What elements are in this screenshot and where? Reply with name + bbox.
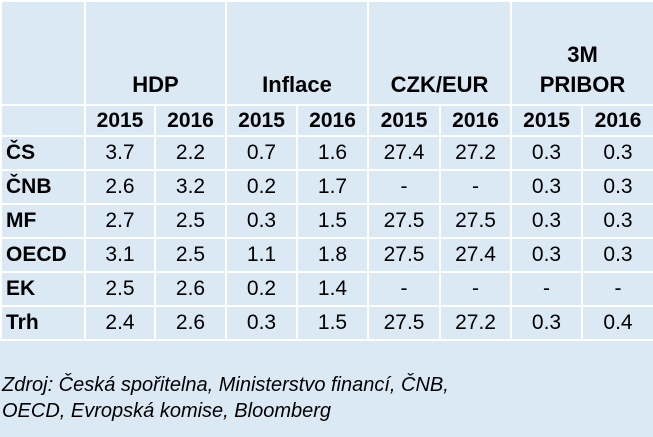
row-label: MF — [0, 203, 86, 239]
table-cell: 0.4 — [581, 305, 653, 341]
table-cell: 3.2 — [153, 169, 228, 205]
table-row-cnb: ČNB 2.6 3.2 0.2 1.7 - - 0.3 0.3 — [0, 169, 653, 205]
table-cell: 27.2 — [439, 305, 513, 341]
row-label: EK — [0, 271, 86, 307]
row-label: ČNB — [0, 169, 86, 205]
table-cell: 27.5 — [439, 203, 513, 239]
year-header: 2016 — [439, 104, 513, 137]
table-cell: 2.6 — [153, 271, 228, 307]
table-cell: 2.6 — [84, 169, 156, 205]
table-cell: 27.2 — [439, 135, 513, 171]
table-cell: 0.3 — [581, 169, 653, 205]
table-cell: 2.5 — [84, 271, 156, 307]
forecast-table: HDP Inflace CZK/EUR 3M PRIBOR 2015 2016 2… — [0, 0, 653, 341]
table-cell: 0.3 — [510, 237, 584, 273]
table-cell: 1.5 — [296, 203, 370, 239]
table-cell: 0.3 — [510, 169, 584, 205]
table-cell: 2.2 — [153, 135, 228, 171]
table-cell: 1.1 — [225, 237, 299, 273]
table-cell: 0.3 — [510, 203, 584, 239]
year-header: 2015 — [510, 104, 584, 137]
table-cell: - — [581, 271, 653, 307]
group-header-inflace: Inflace — [225, 0, 370, 106]
table-cell: 1.6 — [296, 135, 370, 171]
source-line-1: Zdroj: Česká spořitelna, Ministerstvo fi… — [2, 374, 449, 396]
year-header: 2016 — [581, 104, 653, 137]
table-cell: - — [367, 169, 442, 205]
year-header: 2016 — [296, 104, 370, 137]
year-header-row: 2015 2016 2015 2016 2015 2016 2015 2016 — [0, 104, 653, 137]
table-cell: 2.4 — [84, 305, 156, 341]
year-header: 2015 — [84, 104, 156, 137]
group-header-row: HDP Inflace CZK/EUR 3M PRIBOR — [0, 0, 653, 106]
table-cell: 0.3 — [510, 135, 584, 171]
table-cell: 27.5 — [367, 203, 442, 239]
table-cell: 27.5 — [367, 305, 442, 341]
group-header-pribor: 3M PRIBOR — [510, 0, 653, 106]
group-header-czk-eur: CZK/EUR — [367, 0, 513, 106]
table-cell: 0.3 — [510, 305, 584, 341]
table-cell: 1.7 — [296, 169, 370, 205]
year-header: 2015 — [225, 104, 299, 137]
table-cell: 27.5 — [367, 237, 442, 273]
table-cell: 0.3 — [581, 203, 653, 239]
table-cell: 3.1 — [84, 237, 156, 273]
table-row-ek: EK 2.5 2.6 0.2 1.4 - - - - — [0, 271, 653, 307]
table-cell: 0.3 — [581, 237, 653, 273]
table-cell: 1.8 — [296, 237, 370, 273]
row-label: OECD — [0, 237, 86, 273]
table-cell: 3.7 — [84, 135, 156, 171]
table-cell: 2.5 — [153, 203, 228, 239]
row-label: Trh — [0, 305, 86, 341]
table-cell: 27.4 — [367, 135, 442, 171]
row-label: ČS — [0, 135, 86, 171]
table-cell: 2.5 — [153, 237, 228, 273]
table-cell: - — [439, 169, 513, 205]
table-row-oecd: OECD 3.1 2.5 1.1 1.8 27.5 27.4 0.3 0.3 — [0, 237, 653, 273]
year-corner-cell — [0, 104, 86, 137]
year-header: 2016 — [153, 104, 228, 137]
group-header-hdp: HDP — [83, 0, 228, 106]
table-cell: 1.5 — [296, 305, 370, 341]
table-cell: 1.4 — [296, 271, 370, 307]
source-line-2: OECD, Evropská komise, Bloomberg — [2, 400, 332, 422]
table-cell: 2.6 — [153, 305, 228, 341]
source-note: Zdroj: Česká spořitelna, Ministerstvo fi… — [2, 372, 652, 424]
corner-cell — [0, 0, 86, 106]
table-cell: 0.3 — [225, 305, 299, 341]
table-cell: - — [367, 271, 442, 307]
table-cell: 0.2 — [225, 169, 299, 205]
table-row-trh: Trh 2.4 2.6 0.3 1.5 27.5 27.2 0.3 0.4 — [0, 305, 653, 341]
table-cell: 0.3 — [225, 203, 299, 239]
table-row-cs: ČS 3.7 2.2 0.7 1.6 27.4 27.2 0.3 0.3 — [0, 135, 653, 171]
table-cell: 0.7 — [225, 135, 299, 171]
table-cell: 2.7 — [84, 203, 156, 239]
table-cell: 0.2 — [225, 271, 299, 307]
year-header: 2015 — [367, 104, 442, 137]
table-cell: - — [439, 271, 513, 307]
table-cell: 27.4 — [439, 237, 513, 273]
table-cell: 0.3 — [581, 135, 653, 171]
table-cell: - — [510, 271, 584, 307]
table-row-mf: MF 2.7 2.5 0.3 1.5 27.5 27.5 0.3 0.3 — [0, 203, 653, 239]
